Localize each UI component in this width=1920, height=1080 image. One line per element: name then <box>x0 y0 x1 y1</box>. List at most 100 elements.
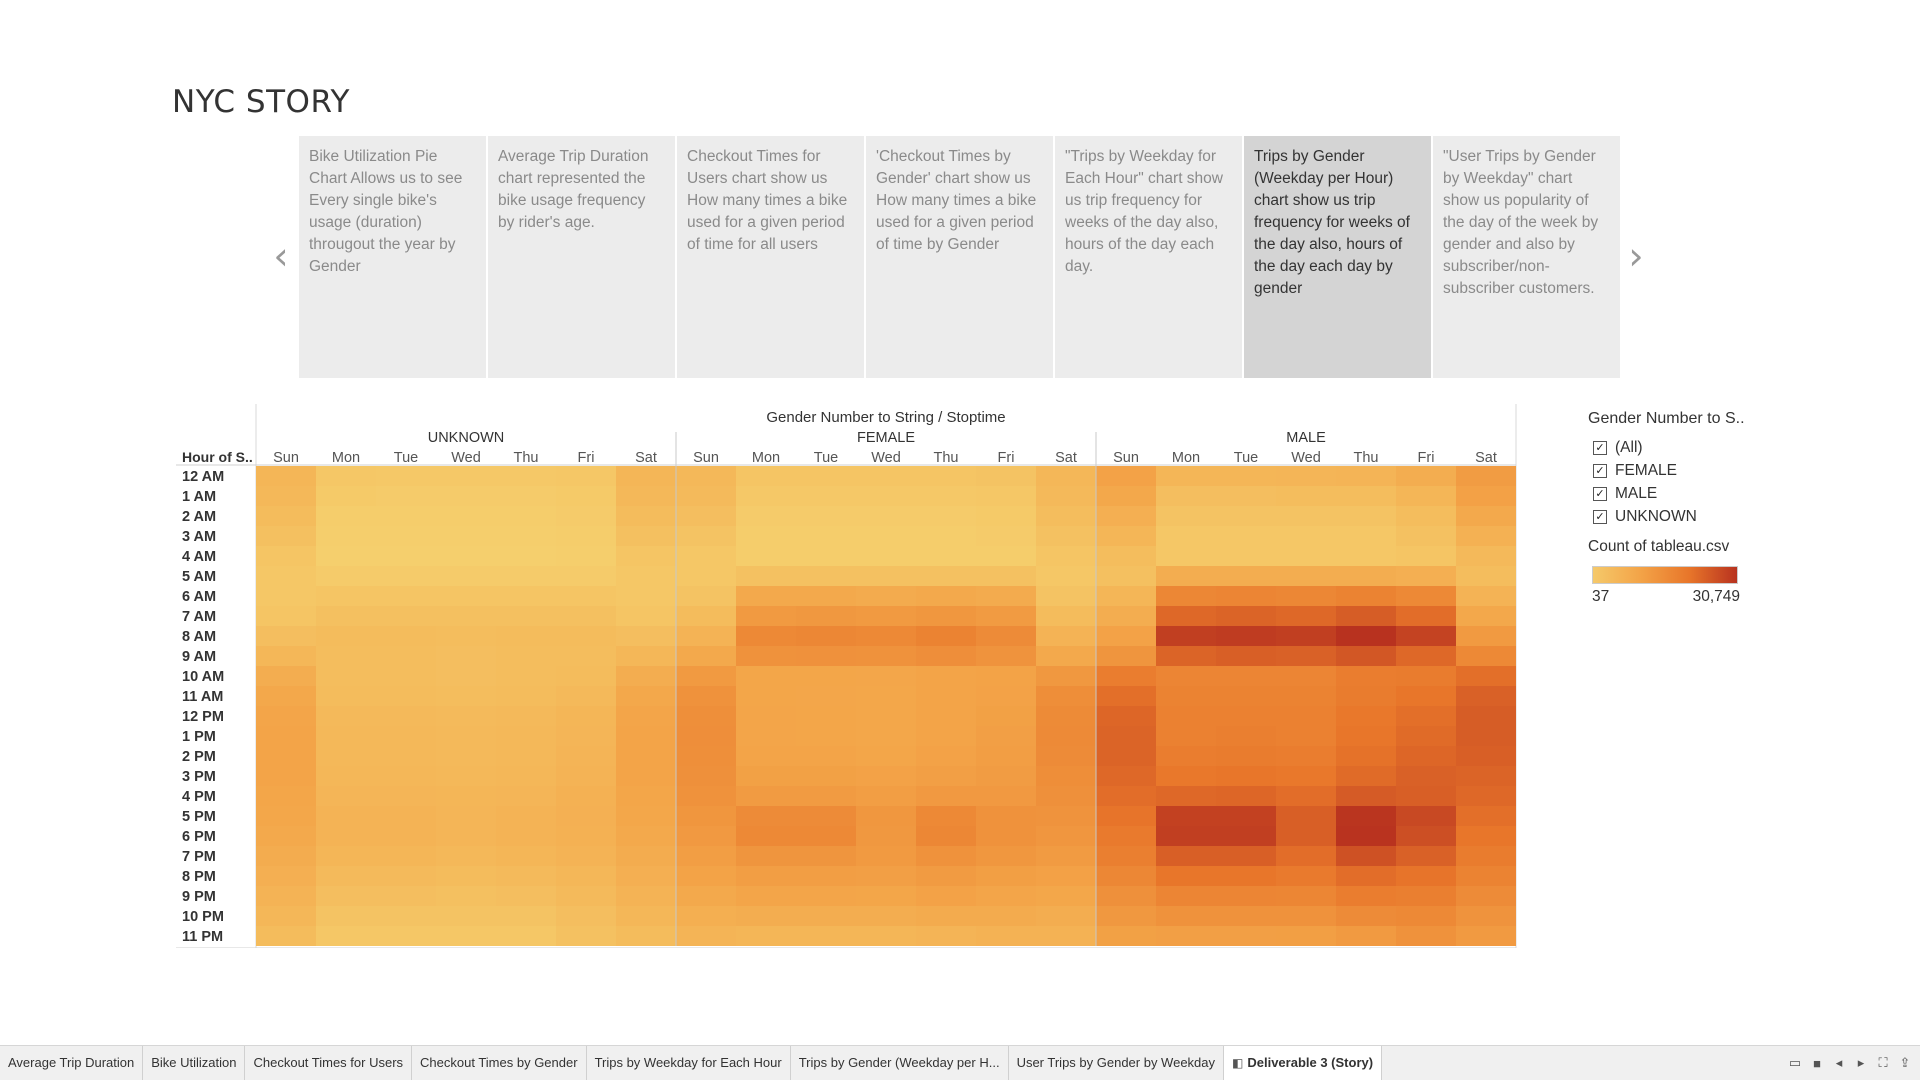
heatmap-cell[interactable] <box>1336 866 1396 886</box>
sheet-tab-4[interactable]: Checkout Times by Gender <box>412 1046 587 1080</box>
heatmap-cell[interactable] <box>736 766 796 786</box>
heatmap-cell[interactable] <box>916 866 976 886</box>
sheet-tab-7[interactable]: User Trips by Gender by Weekday <box>1009 1046 1225 1080</box>
share-icon[interactable]: ⇪ <box>1899 1055 1911 1070</box>
heatmap-cell[interactable] <box>1156 546 1216 566</box>
heatmap-cell[interactable] <box>1096 706 1156 726</box>
heatmap-cell[interactable] <box>796 686 856 706</box>
heatmap-cell[interactable] <box>916 566 976 586</box>
heatmap-cell[interactable] <box>556 726 616 746</box>
heatmap-cell[interactable] <box>796 606 856 626</box>
heatmap-cell[interactable] <box>796 886 856 906</box>
heatmap-cell[interactable] <box>1216 906 1276 926</box>
heatmap-cell[interactable] <box>436 586 496 606</box>
heatmap-cell[interactable] <box>676 846 736 866</box>
heatmap-cell[interactable] <box>916 806 976 826</box>
heatmap-cell[interactable] <box>676 546 736 566</box>
heatmap-cell[interactable] <box>1036 586 1096 606</box>
filter-item-male[interactable]: ✓ MALE <box>1588 482 1818 505</box>
heatmap-cell[interactable] <box>616 486 676 506</box>
heatmap-cell[interactable] <box>1396 826 1456 846</box>
heatmap-cell[interactable] <box>556 626 616 646</box>
checkbox-checked-icon[interactable]: ✓ <box>1593 440 1607 455</box>
heatmap-cell[interactable] <box>316 806 376 826</box>
heatmap-cell[interactable] <box>496 586 556 606</box>
heatmap-cell[interactable] <box>1276 546 1336 566</box>
heatmap-cell[interactable] <box>556 606 616 626</box>
heatmap-cell[interactable] <box>796 926 856 946</box>
heatmap-cell[interactable] <box>1036 846 1096 866</box>
heatmap-cell[interactable] <box>676 466 736 486</box>
heatmap-cell[interactable] <box>1096 466 1156 486</box>
heatmap-cell[interactable] <box>1396 786 1456 806</box>
heatmap-cell[interactable] <box>796 566 856 586</box>
heatmap-cell[interactable] <box>496 726 556 746</box>
heatmap-cell[interactable] <box>436 806 496 826</box>
heatmap-cell[interactable] <box>436 666 496 686</box>
heatmap-cell[interactable] <box>496 706 556 726</box>
story-point-1[interactable]: Bike Utilization Pie Chart Allows us to … <box>299 136 486 378</box>
heatmap-cell[interactable] <box>1156 706 1216 726</box>
heatmap-cell[interactable] <box>616 806 676 826</box>
story-point-4[interactable]: 'Checkout Times by Gender' chart show us… <box>866 136 1053 378</box>
heatmap-cell[interactable] <box>1456 686 1516 706</box>
heatmap-cell[interactable] <box>916 686 976 706</box>
heatmap-cell[interactable] <box>616 506 676 526</box>
heatmap-cell[interactable] <box>376 606 436 626</box>
heatmap-cell[interactable] <box>856 626 916 646</box>
heatmap-cell[interactable] <box>496 646 556 666</box>
heatmap-cell[interactable] <box>856 646 916 666</box>
heatmap-cell[interactable] <box>856 706 916 726</box>
heatmap-cell[interactable] <box>1276 826 1336 846</box>
filter-item-female[interactable]: ✓ FEMALE <box>1588 459 1818 482</box>
heatmap-cell[interactable] <box>256 526 316 546</box>
show-tabs-icon[interactable]: ▭ <box>1788 1055 1802 1070</box>
show-filmstrip-icon[interactable]: ■ <box>1813 1055 1821 1071</box>
heatmap-cell[interactable] <box>1216 506 1276 526</box>
heatmap-cell[interactable] <box>316 866 376 886</box>
heatmap-cell[interactable] <box>1216 826 1276 846</box>
heatmap-cell[interactable] <box>316 586 376 606</box>
heatmap-cell[interactable] <box>976 926 1036 946</box>
heatmap-cell[interactable] <box>256 566 316 586</box>
heatmap-cell[interactable] <box>496 486 556 506</box>
heatmap-cell[interactable] <box>856 766 916 786</box>
heatmap-cell[interactable] <box>1216 626 1276 646</box>
heatmap-cell[interactable] <box>736 486 796 506</box>
heatmap-cell[interactable] <box>1456 766 1516 786</box>
heatmap-cell[interactable] <box>616 666 676 686</box>
heatmap-cell[interactable] <box>316 726 376 746</box>
heatmap-cell[interactable] <box>436 566 496 586</box>
heatmap-cell[interactable] <box>616 686 676 706</box>
heatmap-cell[interactable] <box>1156 666 1216 686</box>
heatmap-cell[interactable] <box>676 866 736 886</box>
heatmap-cell[interactable] <box>1216 726 1276 746</box>
heatmap-cell[interactable] <box>676 726 736 746</box>
heatmap-cell[interactable] <box>376 766 436 786</box>
heatmap-cell[interactable] <box>616 466 676 486</box>
heatmap-cell[interactable] <box>856 686 916 706</box>
heatmap-cell[interactable] <box>1336 626 1396 646</box>
heatmap-cell[interactable] <box>976 546 1036 566</box>
heatmap-cell[interactable] <box>856 506 916 526</box>
heatmap-cell[interactable] <box>436 786 496 806</box>
heatmap-cell[interactable] <box>1216 786 1276 806</box>
heatmap-cell[interactable] <box>916 706 976 726</box>
heatmap-cell[interactable] <box>1336 666 1396 686</box>
heatmap-cell[interactable] <box>1156 626 1216 646</box>
heatmap-cell[interactable] <box>436 546 496 566</box>
heatmap-cell[interactable] <box>1396 866 1456 886</box>
heatmap-cell[interactable] <box>1156 806 1216 826</box>
heatmap-cell[interactable] <box>496 866 556 886</box>
heatmap-cell[interactable] <box>856 486 916 506</box>
heatmap-cell[interactable] <box>736 666 796 686</box>
heatmap-cell[interactable] <box>616 786 676 806</box>
previous-sheet-icon[interactable]: ◂ <box>1835 1055 1843 1070</box>
heatmap-cell[interactable] <box>616 926 676 946</box>
heatmap-cell[interactable] <box>1276 766 1336 786</box>
heatmap-cell[interactable] <box>1036 766 1096 786</box>
heatmap-cell[interactable] <box>976 886 1036 906</box>
heatmap-cell[interactable] <box>796 546 856 566</box>
heatmap-cell[interactable] <box>1216 846 1276 866</box>
heatmap-cell[interactable] <box>256 646 316 666</box>
